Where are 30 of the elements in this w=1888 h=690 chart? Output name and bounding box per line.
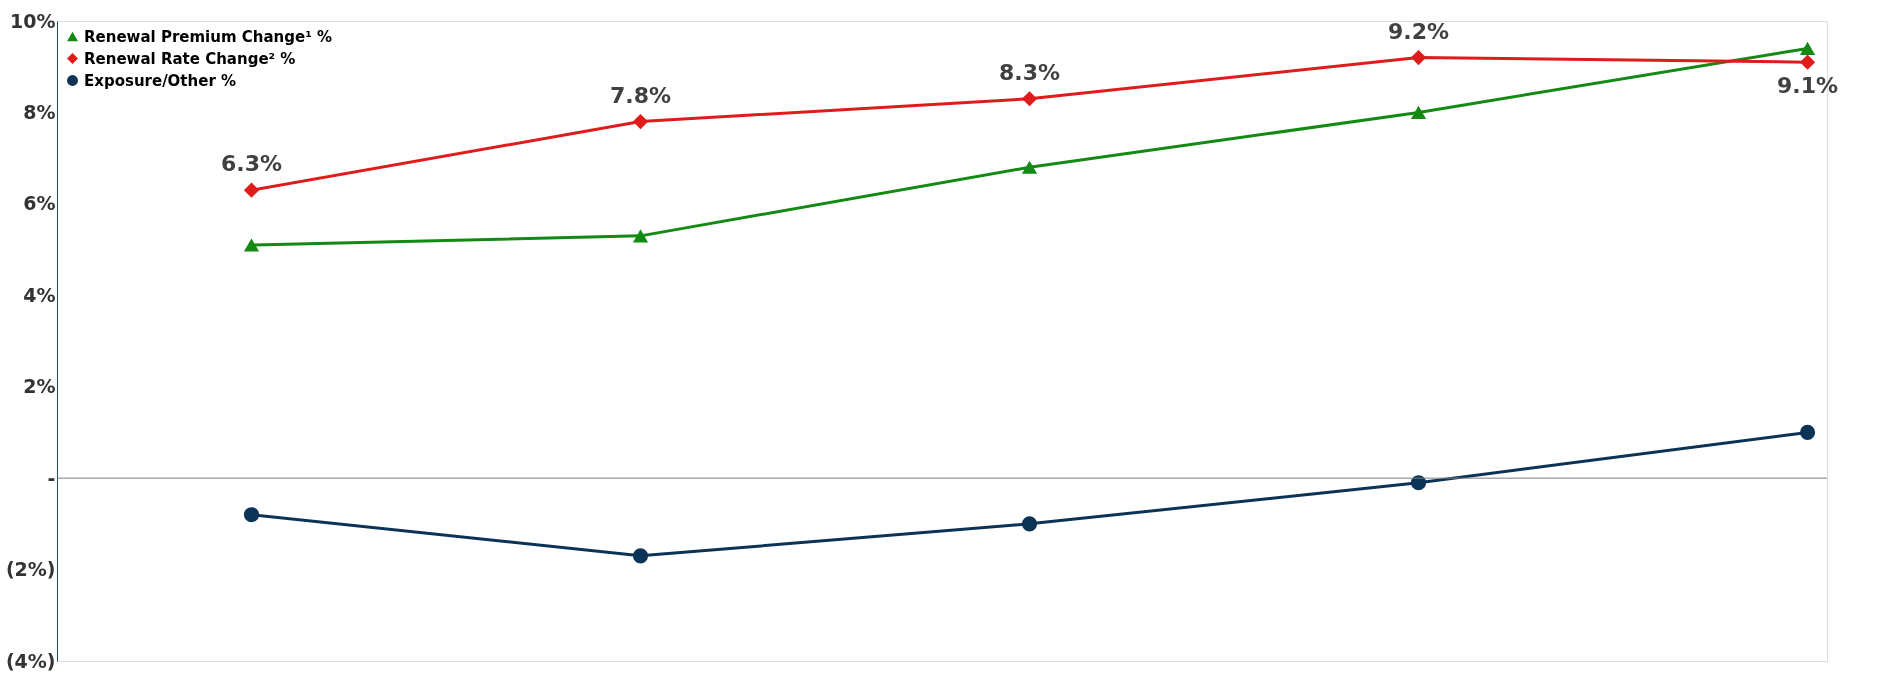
y-tick-label: (2%) bbox=[5, 558, 56, 581]
y-tick-label: (4%) bbox=[5, 649, 56, 672]
data-label: 6.3% bbox=[221, 151, 283, 177]
point bbox=[1021, 91, 1038, 107]
y-tick-label: 6% bbox=[23, 192, 56, 215]
point bbox=[1799, 424, 1816, 440]
point bbox=[632, 229, 649, 243]
point bbox=[632, 113, 649, 130]
point bbox=[1021, 160, 1038, 174]
legend-label: Renewal Premium Change¹ % bbox=[84, 27, 333, 46]
point bbox=[1799, 41, 1816, 55]
y-tick-label: 8% bbox=[23, 100, 56, 123]
legend-label: Renewal Rate Change² % bbox=[84, 49, 296, 68]
data-label: 9.1% bbox=[1777, 73, 1839, 99]
y-tick-label: 10% bbox=[10, 9, 56, 32]
point bbox=[243, 238, 260, 252]
data-label: 8.3% bbox=[999, 59, 1061, 85]
point bbox=[1799, 54, 1816, 70]
data-label: 7.8% bbox=[610, 82, 672, 108]
point bbox=[243, 182, 260, 198]
y-tick-label: 2% bbox=[23, 375, 56, 398]
point bbox=[632, 548, 649, 564]
legend-label: Exposure/Other % bbox=[84, 71, 237, 90]
data-label: 9.2% bbox=[1388, 18, 1450, 44]
point bbox=[1410, 49, 1427, 66]
point bbox=[243, 507, 260, 523]
point bbox=[1410, 105, 1427, 119]
y-tick-label: 4% bbox=[23, 283, 56, 306]
point bbox=[1021, 516, 1038, 532]
y-tick-label: - bbox=[47, 466, 56, 489]
